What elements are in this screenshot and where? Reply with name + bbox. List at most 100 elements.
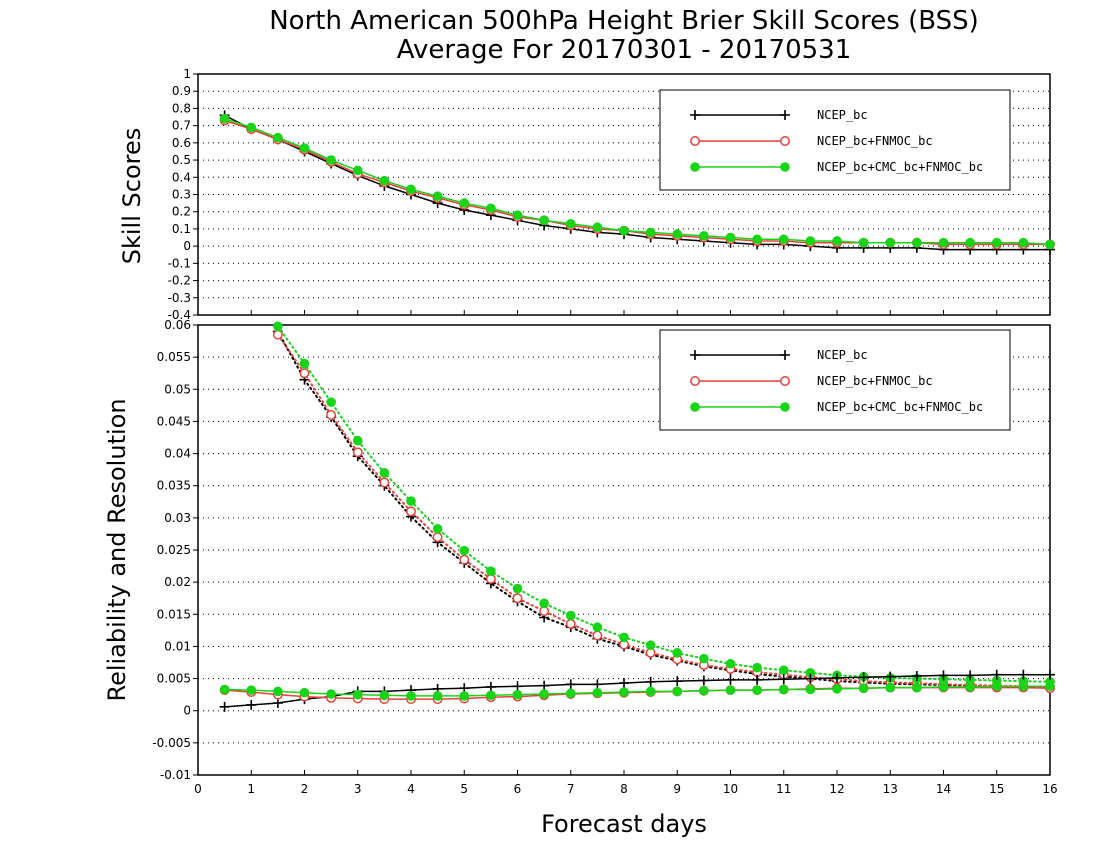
data-point <box>699 653 709 664</box>
legend-box <box>659 329 1011 431</box>
data-point <box>698 675 709 686</box>
y-tick-label: 0.2 <box>172 205 191 219</box>
data-point <box>459 545 470 556</box>
x-tick-label: 12 <box>829 782 844 796</box>
data-point <box>539 680 550 691</box>
data-point <box>565 688 576 699</box>
data-point <box>1045 669 1055 680</box>
data-point <box>299 687 310 698</box>
data-point <box>379 690 390 701</box>
data-point <box>246 699 257 710</box>
data-point <box>592 622 603 632</box>
data-point <box>805 667 816 678</box>
data-point <box>273 686 283 697</box>
data-point <box>645 686 656 697</box>
data-point <box>672 686 683 697</box>
data-point <box>539 215 549 226</box>
data-point <box>965 237 975 248</box>
y-tick-label: 0.3 <box>172 188 191 202</box>
data-point <box>352 689 363 700</box>
y-tick-label: -0.4 <box>168 308 191 322</box>
data-point <box>672 229 683 239</box>
data-point <box>912 682 922 693</box>
legend-label: NCEP_bc+FNMOC_bc <box>817 134 933 148</box>
data-point <box>352 435 363 446</box>
data-point <box>645 676 656 687</box>
data-point <box>539 598 549 609</box>
y-tick-label: 0.04 <box>164 447 191 461</box>
data-point <box>299 358 310 369</box>
data-point <box>539 689 549 699</box>
data-point <box>406 496 416 506</box>
data-point <box>619 632 629 643</box>
data-point <box>699 685 709 696</box>
data-point <box>725 232 736 243</box>
data-point <box>805 236 816 246</box>
data-point <box>619 225 629 236</box>
data-point <box>219 701 230 712</box>
x-axis-label: Forecast days <box>541 810 707 838</box>
data-point <box>272 698 283 708</box>
data-point <box>379 175 390 186</box>
data-point <box>512 210 523 220</box>
legend-marker <box>780 136 790 146</box>
data-point <box>326 689 336 699</box>
data-point <box>592 630 603 641</box>
x-tick-label: 5 <box>460 782 468 796</box>
data-point <box>885 671 896 682</box>
data-point <box>885 237 896 248</box>
legend-marker <box>780 162 790 172</box>
legend-label: NCEP_bc <box>817 108 868 122</box>
data-point <box>965 682 975 692</box>
data-point <box>432 532 443 543</box>
y-tick-label: 0.01 <box>164 639 191 653</box>
legend-marker <box>690 350 700 360</box>
data-point <box>565 218 576 229</box>
data-point <box>246 685 257 695</box>
data-point <box>326 410 337 420</box>
data-point <box>379 477 390 488</box>
data-point <box>805 673 816 684</box>
data-point <box>778 665 789 676</box>
y-tick-label: 0.4 <box>172 170 191 184</box>
y-tick-label: 0.9 <box>172 84 191 98</box>
x-tick-label: 14 <box>936 782 951 796</box>
data-point <box>938 237 949 248</box>
y-tick-label: 0.005 <box>157 672 191 686</box>
data-point <box>512 583 523 594</box>
y-tick-label: -0.01 <box>160 768 191 782</box>
series-line <box>224 685 1050 697</box>
x-tick-label: 4 <box>407 782 415 796</box>
reliability-resolution-panel: 0.060.0550.050.0450.040.0350.030.0250.02… <box>152 318 1057 796</box>
data-point <box>406 691 416 701</box>
data-point <box>752 674 763 685</box>
data-point <box>219 684 230 695</box>
legend-marker <box>690 376 700 386</box>
x-tick-label: 7 <box>567 782 575 796</box>
data-point <box>459 198 470 208</box>
data-point <box>885 682 896 693</box>
data-point <box>299 143 310 153</box>
data-point <box>406 184 416 195</box>
data-point <box>965 670 976 681</box>
data-point <box>858 672 869 683</box>
y-tick-label: 0.045 <box>157 414 191 428</box>
data-point <box>1018 669 1029 680</box>
data-point <box>805 684 816 695</box>
data-point <box>326 397 336 407</box>
data-point <box>592 687 603 698</box>
data-point <box>752 662 762 673</box>
data-point <box>486 566 496 577</box>
data-point <box>326 155 336 165</box>
data-point <box>299 368 310 379</box>
x-tick-label: 1 <box>247 782 255 796</box>
y-tick-label: 0.03 <box>164 511 191 525</box>
y-tick-label: 0.8 <box>172 101 191 115</box>
x-tick-label: 15 <box>989 782 1004 796</box>
data-point <box>512 689 523 700</box>
data-point <box>991 237 1002 248</box>
y-tick-label: -0.3 <box>168 291 191 305</box>
data-point <box>912 237 922 248</box>
data-point <box>778 234 789 245</box>
data-point <box>592 222 603 233</box>
